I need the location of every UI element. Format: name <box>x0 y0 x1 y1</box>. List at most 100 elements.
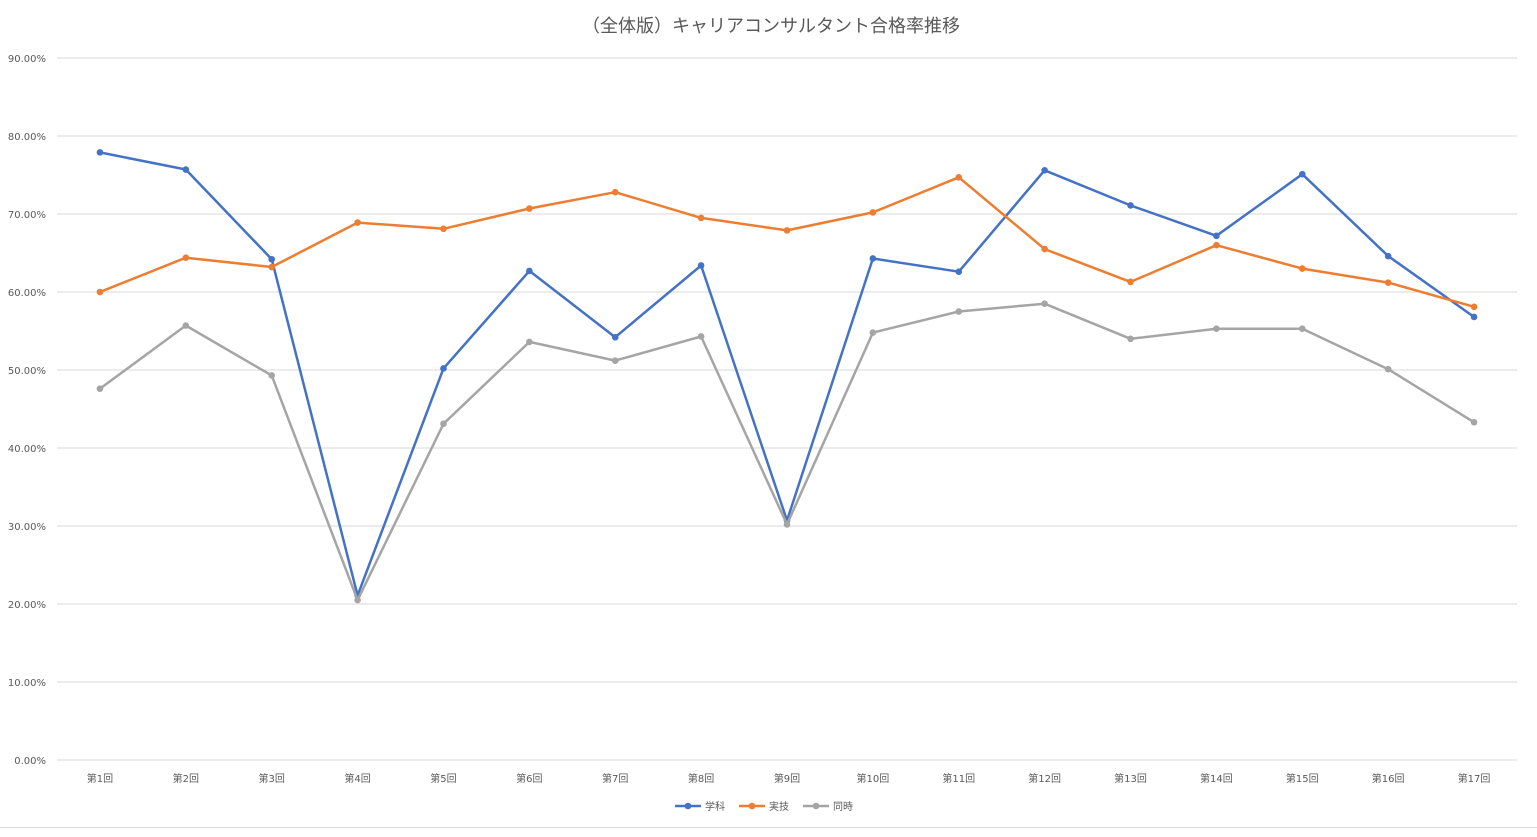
y-tick-label: 70.00% <box>8 210 46 221</box>
x-tick-label: 第15回 <box>1286 772 1319 785</box>
x-tick-label: 第17回 <box>1458 772 1491 785</box>
sheet-grid-strip <box>0 827 1537 834</box>
y-tick-label: 80.00% <box>8 132 46 143</box>
x-tick-label: 第4回 <box>344 772 370 785</box>
series-line <box>98 302 1476 602</box>
x-tick-label: 第10回 <box>857 772 890 785</box>
data-point[interactable] <box>96 288 104 296</box>
data-point[interactable] <box>182 166 190 173</box>
y-tick-label: 20.00% <box>8 600 46 611</box>
data-point[interactable] <box>1213 241 1220 249</box>
series-lines <box>96 149 1478 604</box>
gridlines <box>57 57 1517 761</box>
data-point[interactable] <box>354 219 361 226</box>
series-1 <box>96 149 1478 599</box>
y-tick-label: 10.00% <box>8 678 46 689</box>
legend-label: 学科 <box>705 800 725 813</box>
data-point[interactable] <box>1470 303 1478 311</box>
data-point[interactable] <box>783 521 791 528</box>
x-tick-label: 第14回 <box>1200 772 1233 785</box>
y-tick-label: 90.00% <box>8 54 46 65</box>
data-point[interactable] <box>96 385 104 393</box>
data-point[interactable] <box>783 227 791 234</box>
data-point[interactable] <box>1384 279 1392 286</box>
data-point[interactable] <box>955 308 963 315</box>
data-point[interactable] <box>955 174 963 181</box>
data-point[interactable] <box>869 209 877 216</box>
data-point[interactable] <box>1127 335 1134 343</box>
data-point[interactable] <box>96 149 104 156</box>
data-point[interactable] <box>1298 170 1306 178</box>
x-tick-label: 第8回 <box>688 772 714 785</box>
data-point[interactable] <box>526 205 533 212</box>
data-point[interactable] <box>182 322 190 329</box>
x-tick-label: 第2回 <box>173 772 199 785</box>
data-point[interactable] <box>1298 265 1306 272</box>
data-point[interactable] <box>1384 252 1392 260</box>
data-point[interactable] <box>1041 300 1048 308</box>
series-line <box>98 176 1476 309</box>
x-tick-label: 第9回 <box>774 772 800 785</box>
data-point[interactable] <box>1298 325 1306 332</box>
x-tick-label: 第13回 <box>1114 772 1147 785</box>
legend[interactable]: 学科 実技 同時 <box>675 800 853 813</box>
legend-label: 実技 <box>769 800 789 813</box>
y-tick-label: 60.00% <box>8 288 46 299</box>
x-tick-label: 第3回 <box>259 772 285 785</box>
data-point[interactable] <box>268 372 276 379</box>
x-tick-label: 第5回 <box>430 772 456 785</box>
x-tick-label: 第16回 <box>1372 772 1405 785</box>
data-point[interactable] <box>526 267 533 275</box>
x-tick-label: 第11回 <box>942 772 975 785</box>
series-3 <box>96 300 1478 604</box>
x-tick-label: 第12回 <box>1028 772 1061 785</box>
data-point[interactable] <box>1213 325 1220 332</box>
data-point[interactable] <box>268 263 276 271</box>
y-tick-label: 50.00% <box>8 366 46 377</box>
legend-label: 同時 <box>833 801 853 813</box>
data-point[interactable] <box>1470 313 1478 321</box>
series-line <box>98 151 1476 597</box>
x-axis-tick-labels: 第1回 第2回 第3回 第4回 第5回 第6回 第7回 第8回 第9回 第10回 第11回 第12回 第… <box>87 772 1491 785</box>
data-point[interactable] <box>869 255 877 262</box>
data-point[interactable] <box>1127 278 1134 286</box>
data-point[interactable] <box>182 254 190 261</box>
y-axis-tick-labels: 0.00% 10.00% 20.00% 30.00% 40.00% 50.00% 60.00… <box>8 54 46 767</box>
data-point[interactable] <box>440 365 447 372</box>
data-point[interactable] <box>440 225 447 233</box>
legend-swatch-marker <box>748 802 756 810</box>
x-tick-label: 第1回 <box>87 772 113 785</box>
chart-title: （全体版）キャリアコンサルタント合格率推移 <box>582 16 960 37</box>
y-tick-label: 40.00% <box>8 444 46 455</box>
data-point[interactable] <box>440 420 447 428</box>
y-tick-label: 0.00% <box>14 756 46 767</box>
data-point[interactable] <box>268 255 276 263</box>
data-point[interactable] <box>697 262 705 269</box>
data-point[interactable] <box>526 338 533 346</box>
y-tick-label: 30.00% <box>8 522 46 533</box>
data-point[interactable] <box>611 188 619 196</box>
data-point[interactable] <box>1213 232 1220 240</box>
data-point[interactable] <box>697 214 705 222</box>
data-point[interactable] <box>1041 167 1048 174</box>
x-tick-label: 第6回 <box>516 772 542 785</box>
data-point[interactable] <box>955 268 963 276</box>
data-point[interactable] <box>611 357 619 364</box>
data-point[interactable] <box>869 329 877 336</box>
legend-item[interactable]: 実技 <box>739 800 789 813</box>
series-2 <box>96 174 1478 311</box>
data-point[interactable] <box>1041 245 1048 253</box>
data-point[interactable] <box>1127 202 1134 209</box>
data-point[interactable] <box>697 333 705 340</box>
legend-item[interactable]: 学科 <box>675 800 725 813</box>
data-point[interactable] <box>1470 418 1478 426</box>
data-point[interactable] <box>1384 365 1392 373</box>
legend-swatch-marker <box>812 802 820 810</box>
legend-swatch-marker <box>684 802 692 810</box>
data-point[interactable] <box>354 596 361 604</box>
data-point[interactable] <box>611 333 619 341</box>
legend-item[interactable]: 同時 <box>803 801 853 813</box>
x-tick-label: 第7回 <box>602 772 628 785</box>
